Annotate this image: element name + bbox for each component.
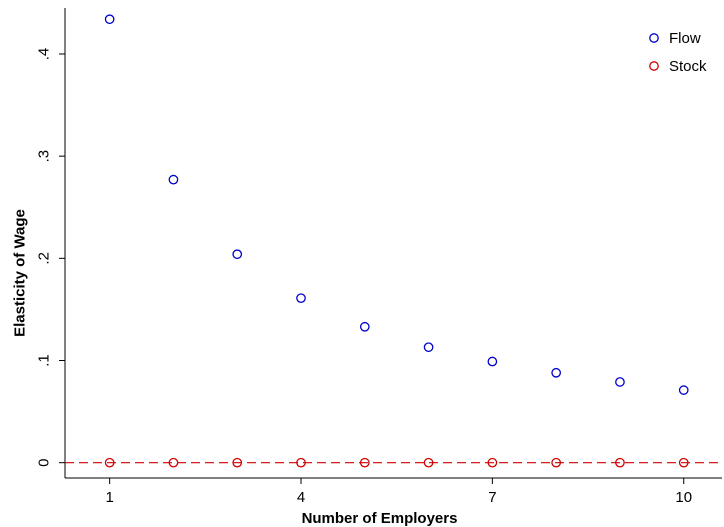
data-point-flow [551, 367, 562, 378]
data-point-stock [168, 457, 179, 468]
data-point-stock [232, 457, 243, 468]
data-point-stock [487, 457, 498, 468]
data-point-flow [615, 377, 625, 387]
data-point-flow [678, 385, 689, 395]
y-tick-label: .1 [36, 354, 53, 367]
data-point-flow [168, 174, 179, 185]
series-stock [104, 457, 689, 468]
data-point-stock [104, 457, 115, 468]
data-marks [104, 14, 689, 468]
data-point-stock [678, 457, 689, 468]
axes: 0 .1 .2 .3 .4 1 4 7 10 [36, 8, 722, 506]
x-tick-label: 10 [675, 489, 692, 506]
x-tick-label: 1 [105, 489, 113, 506]
data-point-flow [359, 321, 370, 332]
data-point-flow [104, 14, 115, 25]
legend: Flow Stock [649, 30, 707, 75]
data-point-stock [551, 457, 562, 468]
x-tick-label: 7 [488, 489, 496, 506]
data-point-stock [359, 457, 370, 468]
data-point-stock [615, 457, 625, 468]
y-tick-label: .3 [36, 150, 53, 163]
data-point-flow [296, 293, 306, 304]
legend-marker [649, 61, 659, 71]
legend-label: Stock [669, 58, 707, 75]
y-tick-label: 0 [36, 459, 53, 467]
y-axis-title: Elasticity of Wage [12, 209, 29, 337]
x-tick-label: 4 [297, 489, 305, 506]
data-point-flow [232, 249, 243, 260]
y-tick-label: .4 [36, 48, 53, 61]
y-tick-label: .2 [36, 252, 53, 265]
data-point-flow [487, 356, 498, 367]
series-flow [104, 14, 689, 395]
data-point-stock [296, 457, 306, 468]
legend-label: Flow [669, 30, 701, 47]
legend-marker [649, 33, 659, 43]
data-point-flow [423, 342, 434, 353]
x-axis-title: Number of Employers [302, 510, 458, 527]
data-point-stock [423, 457, 434, 468]
